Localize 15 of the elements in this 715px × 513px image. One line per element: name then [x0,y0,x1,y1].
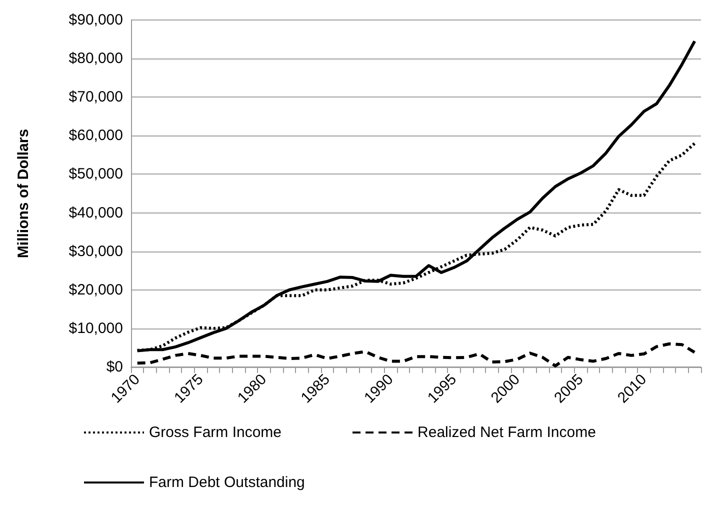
y-tick-label: $20,000 [68,281,123,298]
legend-label: Realized Net Farm Income [418,424,596,441]
y-tick-label: $70,000 [68,88,123,106]
y-axis-title: Millions of Dollars [15,128,32,258]
y-tick-label: $10,000 [68,320,123,337]
line-series [136,342,696,368]
y-tick-label: $60,000 [68,127,123,144]
y-tick-label: $40,000 [68,204,123,222]
y-tick-label: $80,000 [68,50,123,68]
y-tick-label: $90,000 [68,12,123,28]
y-tick-label: $0 [106,358,123,376]
y-tick-label: $50,000 [68,166,123,183]
legend-label: Farm Debt Outstanding [149,474,305,491]
legend-label: Gross Farm Income [149,424,282,441]
y-tick-label: $30,000 [68,242,123,260]
